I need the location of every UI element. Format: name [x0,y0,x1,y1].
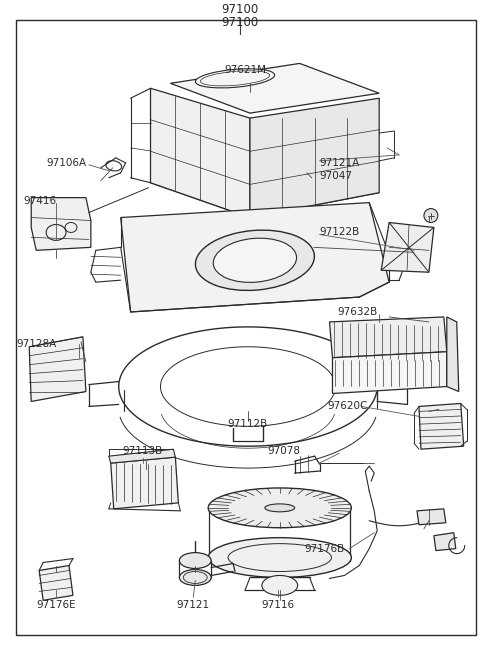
Polygon shape [419,403,464,449]
Polygon shape [417,509,446,525]
Polygon shape [333,352,447,394]
Text: 97116: 97116 [261,601,294,610]
Text: 97121A: 97121A [320,158,360,168]
Text: 97106A: 97106A [46,158,86,168]
Ellipse shape [208,538,351,578]
Ellipse shape [213,238,297,282]
Polygon shape [170,64,379,113]
Text: 97176E: 97176E [36,601,76,610]
Text: 97416: 97416 [23,196,56,206]
Ellipse shape [180,569,211,586]
Text: 97176B: 97176B [305,544,345,553]
Polygon shape [434,533,456,551]
Polygon shape [151,88,250,217]
Polygon shape [329,317,447,358]
Text: 97621M: 97621M [224,66,266,75]
Polygon shape [31,198,91,250]
Text: 97121: 97121 [177,601,210,610]
Text: 97078: 97078 [268,446,301,456]
Text: 97632B: 97632B [337,307,378,317]
Ellipse shape [180,553,211,569]
Ellipse shape [195,230,314,290]
Polygon shape [151,158,379,217]
Text: 97128A: 97128A [16,339,57,349]
Ellipse shape [265,504,295,512]
Ellipse shape [195,69,275,88]
Polygon shape [120,202,389,312]
Text: 97100: 97100 [221,3,259,16]
Text: 97113B: 97113B [122,446,163,456]
Ellipse shape [424,208,438,223]
Polygon shape [39,565,73,601]
Ellipse shape [262,576,298,595]
Polygon shape [381,223,434,272]
Text: 97047: 97047 [320,171,352,181]
Ellipse shape [208,488,351,528]
Polygon shape [447,317,459,392]
Polygon shape [250,98,379,217]
Text: 97100: 97100 [221,16,259,29]
Polygon shape [111,457,179,509]
Text: 97620C: 97620C [327,402,368,411]
Polygon shape [29,337,86,402]
Text: 97122B: 97122B [320,227,360,238]
Polygon shape [109,449,175,463]
Text: 97112B: 97112B [228,419,268,430]
